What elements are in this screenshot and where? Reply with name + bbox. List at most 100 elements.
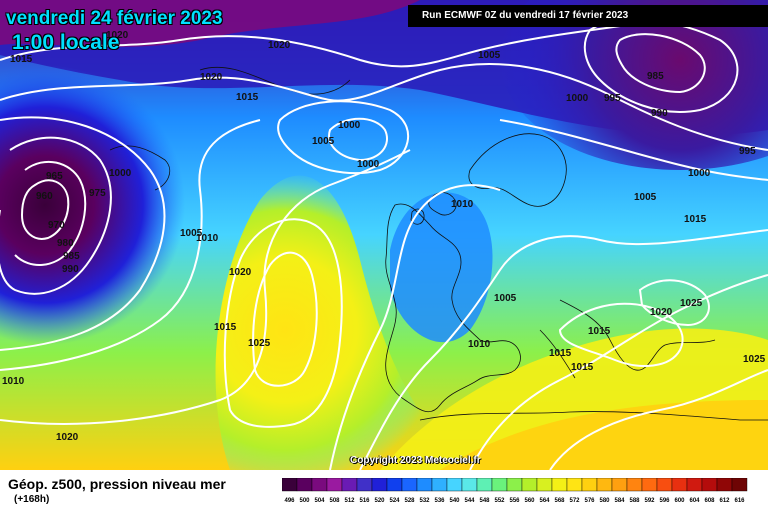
scale-label: 512: [344, 498, 355, 504]
scale-label: 536: [434, 498, 445, 504]
ireland: [410, 208, 425, 225]
isobar-label: 985: [63, 251, 80, 262]
scale-swatch: [461, 478, 478, 492]
isobar-label: 1020: [229, 267, 252, 278]
scale-label: 556: [509, 498, 520, 504]
isobar-label: 1025: [680, 298, 703, 309]
isobar-label: 970: [48, 220, 65, 231]
isobar-label: 1015: [684, 214, 707, 225]
scale-swatch: [491, 478, 508, 492]
scale-label: 580: [599, 498, 610, 504]
model-run-banner: Run ECMWF 0Z du vendredi 17 février 2023: [408, 5, 768, 27]
scale-label: 500: [299, 498, 310, 504]
isobar-label: 990: [62, 264, 79, 275]
isobar-label: 1025: [248, 338, 271, 349]
scale-label: 604: [689, 498, 700, 504]
forecast-lead-time: (+168h): [14, 494, 50, 505]
isobar-label: 1015: [10, 54, 33, 65]
british-isles: [428, 192, 457, 216]
scale-label: 608: [704, 498, 715, 504]
isobar-label: 1020: [200, 72, 223, 83]
scale-label: 584: [614, 498, 625, 504]
isobar-label: 1015: [571, 362, 594, 373]
scale-swatch: [356, 478, 373, 492]
scale-label: 504: [314, 498, 325, 504]
isobar-label: 1020: [56, 432, 79, 443]
scale-label: 576: [584, 498, 595, 504]
isobar-label: 1025: [743, 354, 766, 365]
france-cutoff-low: [390, 192, 493, 343]
scale-label: 612: [719, 498, 730, 504]
polar-vortex-band: [0, 0, 420, 47]
field-description: Géop. z500, pression niveau mer: [8, 476, 226, 492]
isobar-label: 1000: [357, 159, 380, 170]
scale-label: 548: [479, 498, 490, 504]
scale-swatch: [431, 478, 448, 492]
scale-swatch: [551, 478, 568, 492]
scale-swatch: [476, 478, 493, 492]
isobar-label: 965: [46, 171, 63, 182]
isobar-label: 960: [36, 191, 53, 202]
isobar-label: 995: [604, 93, 621, 104]
scale-swatch: [731, 478, 748, 492]
isobar-label: 1015: [236, 92, 259, 103]
scale-label: 568: [554, 498, 565, 504]
isobar-label: 1000: [688, 168, 711, 179]
northeast-trough: [500, 0, 768, 170]
scale-label: 600: [674, 498, 685, 504]
scale-swatch: [596, 478, 613, 492]
isobar-label: 1010: [196, 233, 219, 244]
scandinavia: [468, 133, 567, 207]
scale-label: 532: [419, 498, 430, 504]
scale-swatch: [716, 478, 733, 492]
isobar-label: 985: [647, 71, 664, 82]
scale-swatch: [341, 478, 358, 492]
scale-swatch: [626, 478, 643, 492]
scale-label: 516: [359, 498, 370, 504]
scale-label: 592: [644, 498, 655, 504]
isobar-label: 1015: [549, 348, 572, 359]
scale-swatch: [611, 478, 628, 492]
scale-swatch: [686, 478, 703, 492]
isobar-label: 1010: [468, 339, 491, 350]
scale-swatch: [416, 478, 433, 492]
scale-label: 588: [629, 498, 640, 504]
scale-label: 560: [524, 498, 535, 504]
isobar-label: 1005: [312, 136, 335, 147]
scale-label: 528: [404, 498, 415, 504]
azores-ridge-field: [215, 175, 470, 470]
scale-swatch: [371, 478, 388, 492]
isobar-label: 975: [89, 188, 106, 199]
isobar-label: 990: [651, 108, 668, 119]
isobar-label: 1010: [2, 376, 25, 387]
isobar-label: 995: [739, 146, 756, 157]
newfoundland-coast: [109, 145, 171, 191]
atlantic-low-field: [0, 40, 200, 360]
balkans-coast: [559, 299, 716, 371]
isobar-label: 1010: [451, 199, 474, 210]
isobar-label: 1020: [106, 30, 129, 41]
scale-swatch: [641, 478, 658, 492]
scale-swatch: [311, 478, 328, 492]
scale-swatch: [566, 478, 583, 492]
scale-swatch: [536, 478, 553, 492]
isobar-label: 980: [57, 238, 74, 249]
scale-label: 564: [539, 498, 550, 504]
isobar-labels: 1020 1015 1020 1020 1015 1005 985 1000 995 990 995…: [2, 30, 766, 443]
isobar-label: 1005: [634, 192, 657, 203]
scale-swatch: [671, 478, 688, 492]
forecast-valid-time: 1:00 locale: [12, 31, 120, 54]
scale-swatch: [701, 478, 718, 492]
scale-label: 572: [569, 498, 580, 504]
pressure-map: 1020 1015 1020 1020 1015 1005 985 1000 995 990 995…: [0, 0, 768, 470]
scale-swatch: [326, 478, 343, 492]
scale-label: 596: [659, 498, 670, 504]
scale-swatch: [386, 478, 403, 492]
isobar-label: 1005: [478, 50, 501, 61]
scale-swatch: [282, 478, 298, 492]
scale-label: 616: [734, 498, 745, 504]
isobar-label: 1020: [268, 40, 291, 51]
scale-label: 496: [284, 498, 295, 504]
isobar-label: 1000: [109, 168, 132, 179]
